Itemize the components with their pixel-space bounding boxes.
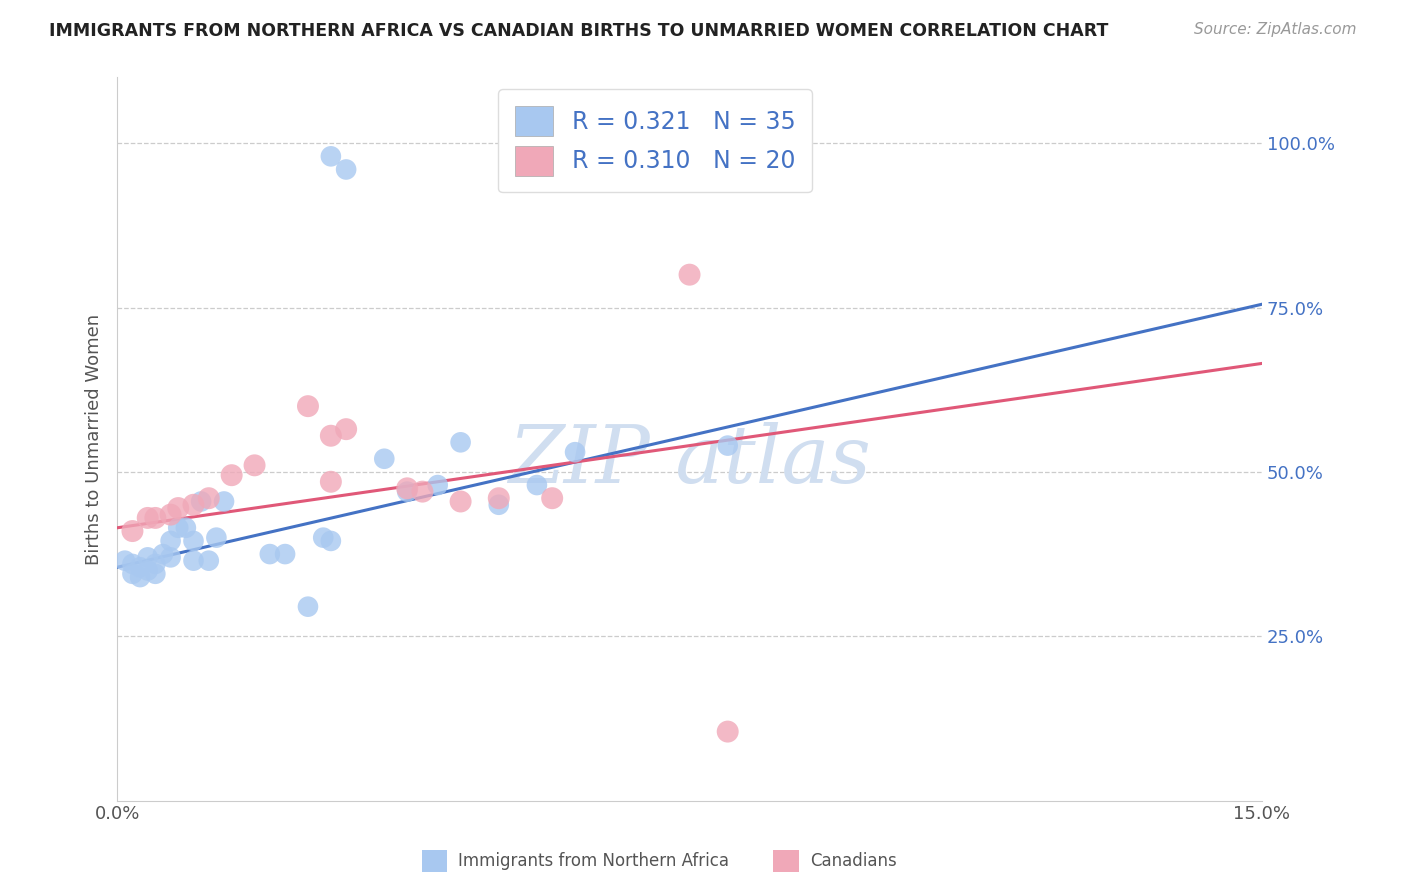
Point xyxy=(183,498,205,512)
Point xyxy=(319,429,342,443)
Point xyxy=(167,521,190,535)
Point xyxy=(221,468,243,483)
Point xyxy=(426,478,449,492)
Point xyxy=(183,554,205,568)
Point xyxy=(411,484,433,499)
Point xyxy=(136,511,159,525)
Point xyxy=(450,435,472,450)
Point xyxy=(121,524,143,538)
Point xyxy=(541,491,564,506)
Point xyxy=(488,498,510,512)
Point xyxy=(717,439,740,453)
Point xyxy=(152,547,174,561)
Text: IMMIGRANTS FROM NORTHERN AFRICA VS CANADIAN BIRTHS TO UNMARRIED WOMEN CORRELATIO: IMMIGRANTS FROM NORTHERN AFRICA VS CANAD… xyxy=(49,22,1108,40)
Point xyxy=(450,494,472,508)
Text: ZIP atlas: ZIP atlas xyxy=(508,422,870,500)
Point xyxy=(143,557,166,571)
Point xyxy=(396,484,419,499)
Point xyxy=(259,547,281,561)
Point xyxy=(174,521,197,535)
Point xyxy=(183,533,205,548)
Point xyxy=(159,508,181,522)
Point xyxy=(190,494,212,508)
Point xyxy=(319,149,342,163)
Point xyxy=(159,550,181,565)
Point xyxy=(121,557,143,571)
Point xyxy=(297,399,319,413)
Y-axis label: Births to Unmarried Women: Births to Unmarried Women xyxy=(86,313,103,565)
Point xyxy=(143,566,166,581)
Legend: R = 0.321   N = 35, R = 0.310   N = 20: R = 0.321 N = 35, R = 0.310 N = 20 xyxy=(499,89,811,193)
Point xyxy=(678,268,700,282)
Point xyxy=(488,491,510,506)
Point xyxy=(167,501,190,516)
Text: Source: ZipAtlas.com: Source: ZipAtlas.com xyxy=(1194,22,1357,37)
Point xyxy=(197,554,219,568)
Point xyxy=(335,162,357,177)
Text: Immigrants from Northern Africa: Immigrants from Northern Africa xyxy=(458,852,730,871)
Point xyxy=(312,531,335,545)
Point xyxy=(319,475,342,489)
Point xyxy=(205,531,228,545)
Point xyxy=(564,445,586,459)
Point xyxy=(159,533,181,548)
Point xyxy=(114,554,136,568)
Point xyxy=(373,451,395,466)
Point xyxy=(297,599,319,614)
Point xyxy=(396,481,419,495)
Point xyxy=(136,564,159,578)
Point xyxy=(121,566,143,581)
Point xyxy=(526,478,548,492)
Point xyxy=(274,547,297,561)
Point xyxy=(136,550,159,565)
Point xyxy=(335,422,357,436)
Point xyxy=(717,724,740,739)
Point xyxy=(129,560,152,574)
Point xyxy=(129,570,152,584)
Point xyxy=(243,458,266,473)
Text: Canadians: Canadians xyxy=(810,852,897,871)
Point xyxy=(212,494,235,508)
Point xyxy=(319,533,342,548)
Point xyxy=(197,491,219,506)
Point xyxy=(143,511,166,525)
